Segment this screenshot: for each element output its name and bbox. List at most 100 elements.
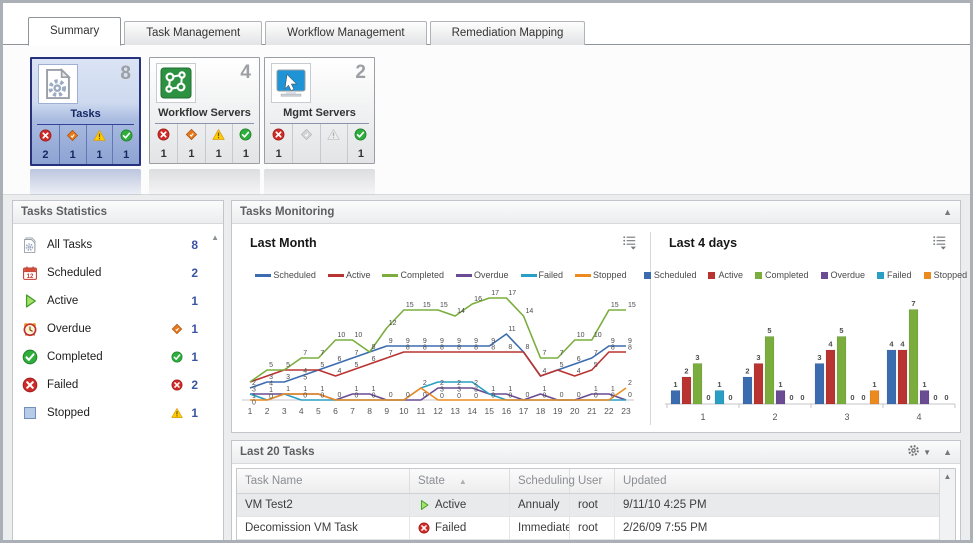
svg-text:1: 1	[372, 386, 376, 393]
stats-item-right: 1	[171, 350, 198, 364]
column-header-scheduling[interactable]: Scheduling	[510, 469, 575, 493]
chart-menu-icon[interactable]	[622, 234, 638, 250]
card-tasks[interactable]: 8 Tasks 2 1 1 1	[30, 57, 141, 166]
svg-text:2: 2	[440, 380, 444, 387]
collapse-panel-icon[interactable]: ▲	[943, 207, 952, 217]
stats-item-failed[interactable]: Failed 2	[13, 371, 223, 399]
svg-text:22: 22	[604, 406, 614, 416]
table-scrollbar[interactable]: ▲	[939, 469, 955, 540]
svg-text:0: 0	[389, 392, 393, 399]
tab-remediation-mapping[interactable]: Remediation Mapping	[429, 21, 586, 45]
failed-badge	[157, 128, 170, 141]
card-mgmt-servers[interactable]: 2 Mgmt Servers 1 1	[264, 57, 375, 164]
failed-badge	[171, 379, 183, 391]
failed-badge	[39, 129, 52, 142]
legend-label: Active	[718, 270, 743, 280]
legend-label: Active	[345, 270, 371, 280]
svg-text:15: 15	[406, 302, 414, 309]
completed-icon	[22, 349, 38, 365]
svg-text:3: 3	[252, 387, 256, 394]
svg-text:4: 4	[828, 340, 833, 349]
svg-text:1: 1	[543, 386, 547, 393]
legend-swatch	[708, 271, 716, 279]
svg-text:4: 4	[900, 340, 905, 349]
svg-text:8: 8	[525, 344, 529, 351]
card-name: Mgmt Servers	[283, 107, 356, 119]
card-workflow-servers[interactable]: 4 Workflow Servers 1 1 1 1	[149, 57, 260, 164]
stats-item-stopped[interactable]: Stopped 1	[13, 399, 223, 427]
svg-text:10: 10	[594, 332, 602, 339]
card-status-count-cell	[319, 145, 347, 163]
card-icon-box	[156, 63, 196, 103]
table-row[interactable]: VM Test2 Active Annualy root 9/11/10 4:25 PM	[237, 494, 940, 517]
tasks-monitoring-title: Tasks Monitoring	[240, 206, 335, 218]
svg-text:9: 9	[611, 338, 615, 345]
column-header-updated[interactable]: Updated	[615, 469, 940, 493]
legend-swatch	[820, 271, 828, 279]
stats-item-scheduled[interactable]: 12 Scheduled 2	[13, 259, 223, 287]
column-header-label: Updated	[623, 475, 667, 487]
tab-summary[interactable]: Summary	[28, 17, 122, 46]
legend-swatch	[643, 271, 651, 279]
svg-text:0: 0	[706, 393, 710, 402]
svg-text:7: 7	[594, 350, 598, 357]
stats-item-overdue[interactable]: Overdue 1	[13, 315, 223, 343]
svg-text:14: 14	[525, 308, 533, 315]
svg-text:16: 16	[502, 406, 512, 416]
cell-user: root	[570, 517, 615, 539]
svg-text:0: 0	[594, 393, 598, 400]
stats-item-active[interactable]: Active 1	[13, 287, 223, 315]
table-row[interactable]: Decomission VM Task Failed Immediate root 2/…	[237, 517, 940, 540]
svg-text:16: 16	[474, 296, 482, 303]
tab-task-management[interactable]: Task Management	[124, 21, 263, 45]
legend-item-active: Active	[708, 270, 743, 280]
svg-text:5: 5	[320, 362, 324, 369]
disabled-diamond-badge	[300, 128, 313, 141]
mgmt-icon	[275, 67, 307, 99]
svg-text:15: 15	[628, 302, 636, 309]
stats-item-all-tasks[interactable]: All Tasks 8	[13, 231, 223, 259]
svg-text:0: 0	[320, 393, 324, 400]
legend-swatch	[456, 273, 472, 277]
svg-text:5: 5	[355, 362, 359, 369]
cell-state: Active	[410, 494, 510, 516]
scroll-up-icon[interactable]: ▲	[211, 233, 219, 242]
ok-badge	[171, 351, 183, 363]
svg-text:5: 5	[269, 362, 273, 369]
stats-item-completed[interactable]: Completed 1	[13, 343, 223, 371]
stats-icon-wrap	[22, 349, 39, 366]
chevron-down-icon: ▼	[923, 447, 932, 457]
svg-text:5: 5	[316, 406, 321, 416]
stats-item-label: Completed	[47, 351, 103, 363]
overdue-icon	[22, 321, 38, 337]
stats-item-right: 1	[171, 322, 198, 336]
scroll-up-icon[interactable]: ▲	[943, 472, 952, 481]
svg-text:2: 2	[474, 380, 478, 387]
svg-text:0: 0	[577, 392, 581, 399]
menu-list-icon	[932, 234, 948, 250]
tasks-table: Task Name State ▲ Scheduling User Updated VM …	[236, 468, 956, 540]
column-header-user[interactable]: User	[570, 469, 615, 493]
column-header-label: User	[578, 475, 603, 487]
table-settings-button[interactable]: ▼	[907, 444, 931, 460]
failed-badge	[272, 128, 285, 141]
legend-swatch	[575, 273, 592, 277]
column-header-task-name[interactable]: Task Name	[237, 469, 410, 493]
svg-text:2: 2	[457, 380, 461, 387]
stats-item-label: Overdue	[47, 323, 92, 335]
svg-text:8: 8	[367, 406, 372, 416]
stopped-icon	[22, 405, 38, 421]
legend-item-overdue: Overdue	[456, 270, 509, 280]
svg-text:6: 6	[333, 406, 338, 416]
stats-item-right: 8	[188, 238, 198, 252]
tab-bar: Summary Task Management Workflow Managemen…	[28, 16, 588, 46]
svg-text:0: 0	[628, 392, 632, 399]
column-header-state[interactable]: State ▲	[410, 469, 510, 493]
chart-menu-icon[interactable]	[932, 234, 948, 250]
legend-label: Stopped	[593, 270, 627, 280]
svg-text:15: 15	[611, 302, 619, 309]
card-icon-box	[38, 64, 78, 104]
cell-state: Failed	[410, 517, 510, 539]
tab-workflow-management[interactable]: Workflow Management	[265, 21, 427, 45]
collapse-panel-icon[interactable]: ▲	[943, 447, 952, 457]
